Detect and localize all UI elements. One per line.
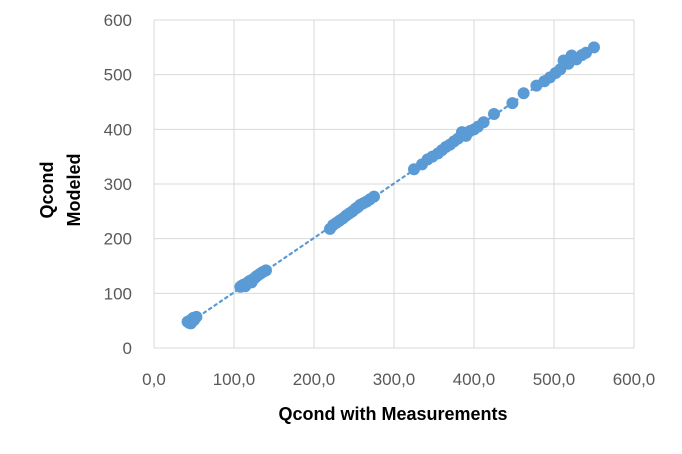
data-point xyxy=(488,108,500,121)
data-point xyxy=(190,310,203,323)
x-axis-title: Qcond with Measurements xyxy=(278,404,507,424)
x-tick-label: 0,0 xyxy=(142,370,166,389)
x-tick-label: 500,0 xyxy=(533,370,576,389)
gridlines xyxy=(153,19,635,349)
data-points xyxy=(181,41,600,330)
data-point xyxy=(588,41,600,54)
y-tick-label: 100 xyxy=(104,284,132,303)
y-tick-label: 300 xyxy=(104,175,132,194)
data-point xyxy=(506,97,519,110)
y-tick-label: 0 xyxy=(123,339,132,358)
y-axis-title-line-1: Qcond xyxy=(37,162,57,219)
data-point xyxy=(477,116,490,129)
x-tick-label: 600,0 xyxy=(613,370,656,389)
y-tick-label: 500 xyxy=(104,66,132,85)
y-axis-title-line-2: Modeled xyxy=(64,153,84,226)
x-tick-label: 400,0 xyxy=(453,370,496,389)
y-tick-label: 200 xyxy=(104,230,132,249)
data-point xyxy=(517,87,530,100)
x-tick-label: 100,0 xyxy=(213,370,256,389)
x-tick-label: 300,0 xyxy=(373,370,416,389)
y-tick-label: 600 xyxy=(104,11,132,30)
data-point xyxy=(260,264,272,277)
data-point xyxy=(368,190,380,203)
tick-labels: 0 100 200 300 400 500 600 0,0 100,0 200,0 300,0 400… xyxy=(104,11,656,389)
y-tick-label: 400 xyxy=(104,120,132,139)
x-tick-label: 200,0 xyxy=(293,370,336,389)
y-axis-title: Qcond Modeled xyxy=(37,153,84,226)
